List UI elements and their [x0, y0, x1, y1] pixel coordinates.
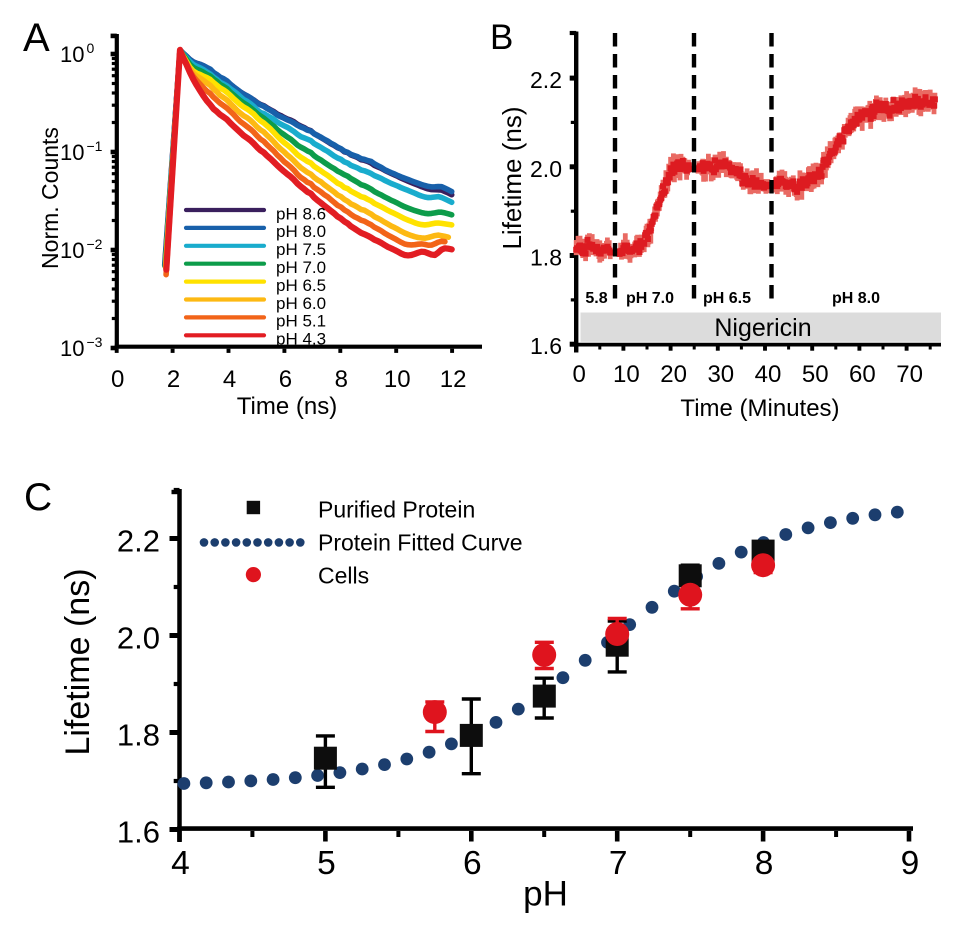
svg-text:5: 5 [317, 845, 336, 882]
svg-text:pH 8.6: pH 8.6 [276, 204, 326, 223]
svg-text:9: 9 [901, 845, 920, 882]
svg-text:8: 8 [335, 366, 348, 393]
svg-text:pH 8.0: pH 8.0 [832, 290, 880, 307]
svg-text:pH 4.3: pH 4.3 [276, 330, 326, 349]
svg-text:40: 40 [755, 361, 782, 388]
svg-text:6: 6 [279, 366, 292, 393]
svg-text:1.8: 1.8 [117, 718, 160, 753]
svg-text:Lifetime (ns): Lifetime (ns) [59, 568, 97, 755]
svg-text:Time (ns): Time (ns) [237, 393, 337, 420]
svg-text:4: 4 [171, 845, 190, 882]
svg-text:Nigericin: Nigericin [714, 314, 811, 342]
svg-text:70: 70 [896, 361, 923, 388]
svg-text:1.8: 1.8 [530, 245, 562, 271]
svg-text:Protein Fitted Curve: Protein Fitted Curve [318, 530, 523, 556]
svg-text:A: A [23, 16, 50, 60]
svg-text:5.8: 5.8 [585, 290, 607, 307]
svg-text:Cells: Cells [318, 563, 369, 589]
svg-text:pH 5.1: pH 5.1 [276, 312, 326, 331]
svg-text:30: 30 [707, 361, 734, 388]
svg-text:60: 60 [849, 361, 876, 388]
svg-text:6: 6 [463, 845, 482, 882]
svg-text:10: 10 [384, 366, 411, 393]
svg-text:1.6: 1.6 [117, 815, 160, 850]
svg-text:8: 8 [755, 845, 774, 882]
svg-text:2.0: 2.0 [117, 621, 160, 656]
svg-text:10: 10 [613, 361, 640, 388]
svg-text:pH 7.0: pH 7.0 [626, 290, 674, 307]
svg-text:Norm. Counts: Norm. Counts [37, 127, 63, 269]
svg-text:0: 0 [573, 361, 586, 388]
svg-text:2.2: 2.2 [117, 524, 160, 559]
svg-text:pH: pH [523, 875, 568, 914]
svg-text:20: 20 [660, 361, 687, 388]
svg-text:B: B [490, 18, 513, 57]
svg-text:Lifetime (ns): Lifetime (ns) [497, 106, 527, 249]
svg-text:pH 6.5: pH 6.5 [703, 290, 751, 307]
svg-text:50: 50 [802, 361, 829, 388]
svg-text:Purified Protein: Purified Protein [318, 497, 475, 523]
svg-text:0: 0 [111, 366, 124, 393]
svg-text:2: 2 [167, 366, 180, 393]
svg-text:12: 12 [440, 366, 467, 393]
svg-text:2.2: 2.2 [530, 67, 562, 93]
svg-text:1.6: 1.6 [530, 333, 562, 359]
svg-text:pH 6.5: pH 6.5 [276, 276, 326, 295]
svg-text:pH 7.5: pH 7.5 [276, 240, 326, 259]
svg-text:pH 6.0: pH 6.0 [276, 294, 326, 313]
svg-text:4: 4 [223, 366, 236, 393]
svg-text:pH 7.0: pH 7.0 [276, 258, 326, 277]
svg-text:pH 8.0: pH 8.0 [276, 222, 326, 241]
svg-text:C: C [24, 476, 52, 519]
svg-text:2.0: 2.0 [530, 156, 562, 182]
svg-text:7: 7 [609, 845, 628, 882]
svg-text:10−1: 10 −1 [60, 138, 103, 165]
svg-text:Time (Minutes): Time (Minutes) [680, 395, 839, 422]
